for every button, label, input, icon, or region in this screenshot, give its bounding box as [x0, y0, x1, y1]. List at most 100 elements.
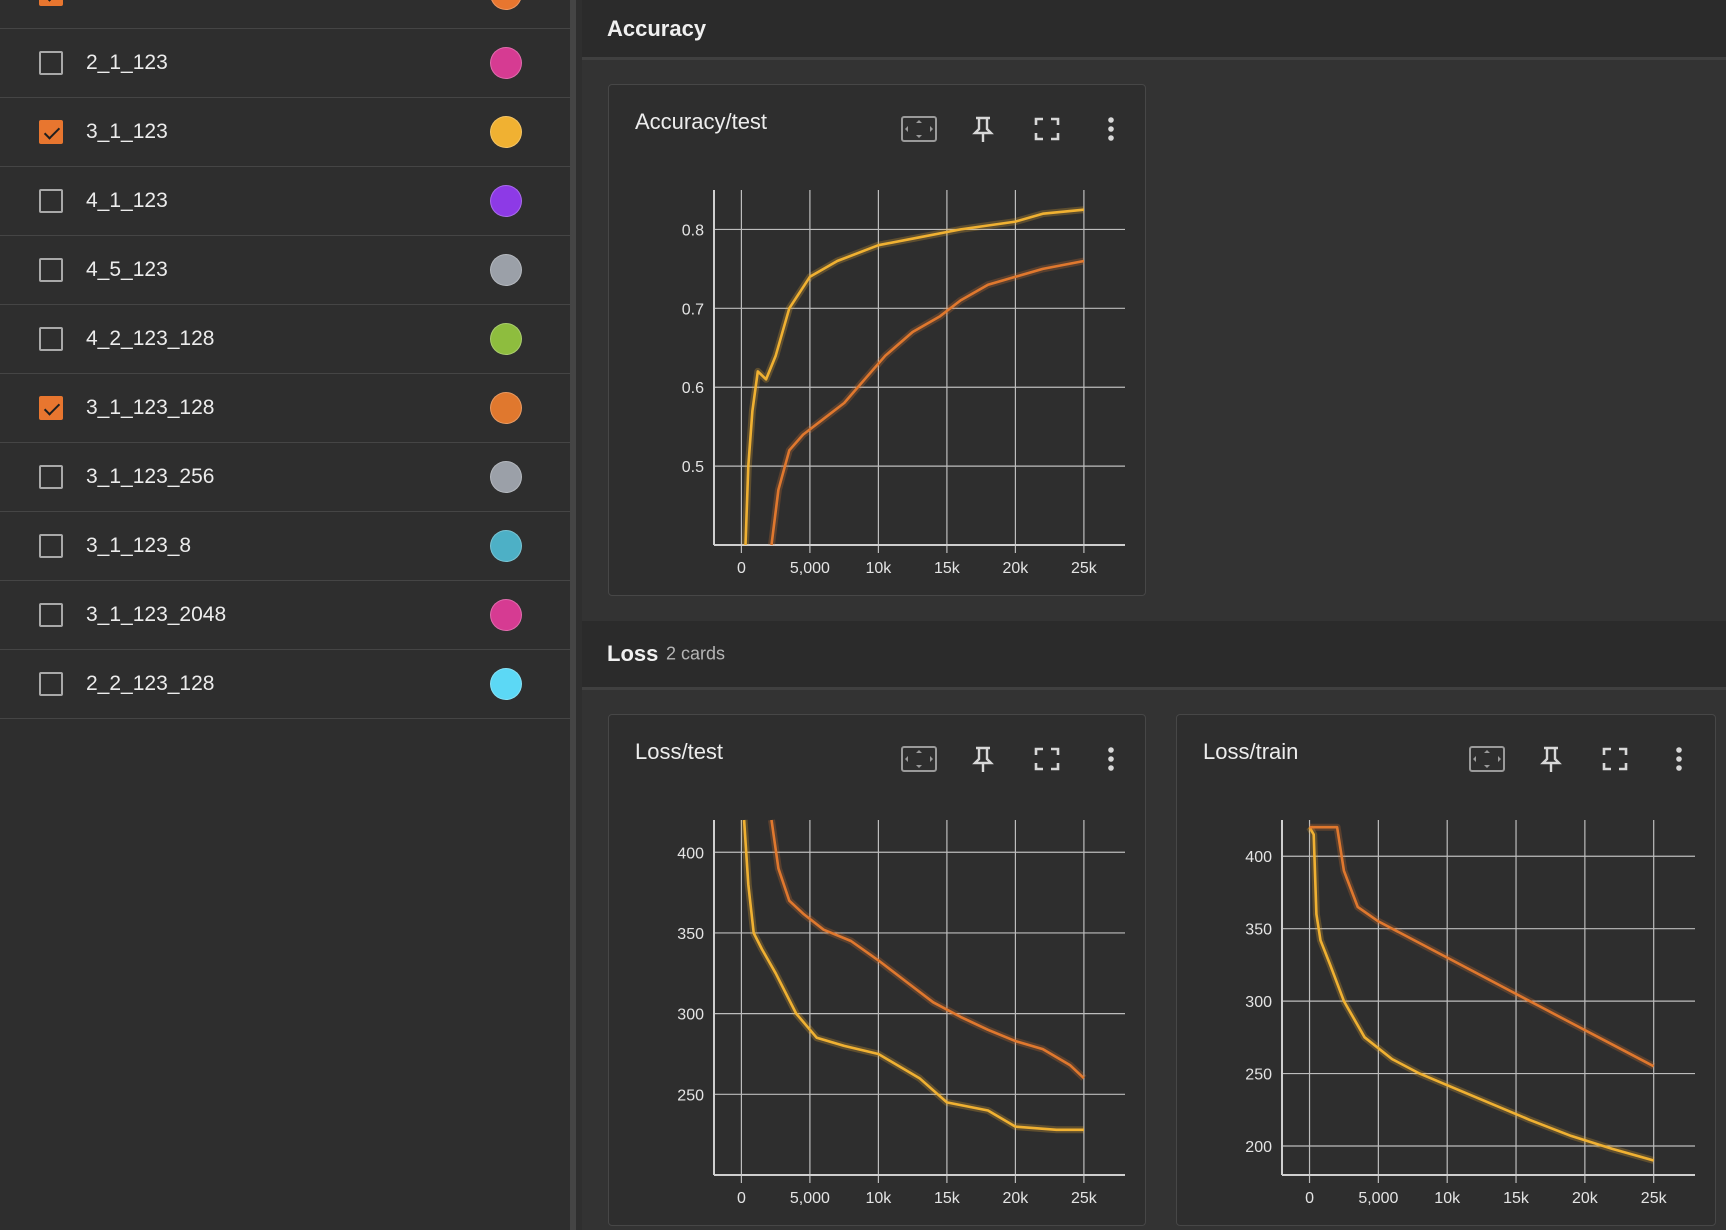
fit-domain-icon[interactable] — [899, 741, 939, 777]
section-card-count: 2 cards — [666, 643, 726, 664]
fullscreen-icon[interactable] — [1027, 111, 1067, 147]
run-checkbox[interactable] — [39, 0, 63, 6]
run-checkbox[interactable] — [39, 189, 63, 213]
run-color-swatch[interactable] — [490, 0, 522, 10]
run-row[interactable]: 3_1_123_256 — [0, 443, 576, 512]
section-title-accuracy: Accuracy — [607, 15, 707, 41]
x-tick-label: 0 — [737, 560, 746, 577]
run-checkbox[interactable] — [39, 120, 63, 144]
card-title: Accuracy/test — [635, 109, 768, 134]
pin-icon[interactable] — [1531, 741, 1571, 777]
chart-loss-test: 250 300 350 400 0 5,000 10k 15k 20k 25k — [677, 819, 1125, 1207]
x-tick-label: 20k — [1003, 560, 1030, 577]
y-tick-label: 250 — [1245, 1067, 1272, 1084]
card-title: Loss/train — [1203, 739, 1299, 764]
x-tick-label: 0 — [737, 1190, 746, 1207]
section-header-loss[interactable]: Loss 2 cards — [582, 621, 1726, 690]
chart-grid — [714, 190, 1125, 553]
run-label: 3_1_123_8 — [86, 534, 192, 557]
pin-icon[interactable] — [963, 741, 1003, 777]
run-row[interactable]: 3_1_123_2048 — [0, 581, 576, 650]
run-checkbox[interactable] — [39, 327, 63, 351]
run-color-swatch[interactable] — [490, 530, 522, 562]
x-tick-label: 15k — [934, 560, 961, 577]
fullscreen-icon[interactable] — [1027, 741, 1067, 777]
run-label: 3_1_123_2048 — [86, 603, 227, 626]
run-color-swatch[interactable] — [490, 599, 522, 631]
run-label: 4_2_123_128 — [86, 327, 215, 350]
section-body-loss: Loss/test 250 300 350 400 0 5,000 10k 15k 20k 25k… — [582, 690, 1726, 1230]
run-row[interactable]: 4_1_123 — [0, 167, 576, 236]
run-checkbox[interactable] — [39, 534, 63, 558]
run-row[interactable]: 4_2_123_128 — [0, 305, 576, 374]
pin-icon[interactable] — [963, 111, 1003, 147]
run-row[interactable]: 3_1_123_128 — [0, 374, 576, 443]
run-checkbox[interactable] — [39, 672, 63, 696]
run-color-swatch[interactable] — [490, 185, 522, 217]
run-color-swatch[interactable] — [490, 116, 522, 148]
run-row[interactable]: 2_1_123 — [0, 29, 576, 98]
x-tick-label: 20k — [1003, 1190, 1030, 1207]
run-color-swatch[interactable] — [490, 254, 522, 286]
x-tick-label: 5,000 — [790, 1190, 830, 1207]
run-color-swatch[interactable] — [490, 392, 522, 424]
fit-domain-icon[interactable] — [1467, 741, 1507, 777]
y-tick-label: 0.5 — [682, 459, 704, 476]
chart-loss-train: 200 250 300 350 400 0 5,000 10k 15k 20k 25k — [1245, 820, 1695, 1207]
run-color-swatch[interactable] — [490, 323, 522, 355]
chart-grid — [714, 820, 1125, 1183]
series-halo — [1306, 825, 1655, 1164]
y-tick-label: 300 — [1245, 994, 1272, 1011]
y-tick-label: 250 — [677, 1087, 704, 1104]
y-tick-label: 0.7 — [682, 301, 704, 318]
run-label: 3_1_123_256 — [86, 465, 215, 488]
series-halo — [768, 257, 1085, 546]
run-label: 4_1_123 — [86, 189, 168, 212]
series-line[interactable] — [742, 819, 1084, 1132]
run-checkbox[interactable] — [39, 51, 63, 75]
fit-domain-icon[interactable] — [899, 111, 939, 147]
runs-sidebar: 2_1_123 3_1_123 4_1_123 4_5_123 4_2_123_128 3… — [0, 0, 576, 1230]
chart-accuracy-test: 0.5 0.6 0.7 0.8 0 5,000 10k 15k 20k 25k — [682, 190, 1125, 577]
more-vert-icon[interactable] — [1091, 741, 1131, 777]
run-row[interactable]: 3_1_123_8 — [0, 512, 576, 581]
card-title: Loss/test — [635, 739, 724, 764]
card-accuracy-test: Accuracy/test 0.5 0.6 0.7 0.8 0 5,000 10k 15k 20… — [608, 84, 1146, 596]
y-tick-label: 0.8 — [682, 222, 704, 239]
series-line[interactable] — [770, 819, 1085, 1080]
series-line[interactable] — [770, 259, 1085, 546]
series-line[interactable] — [1308, 826, 1655, 1162]
x-tick-label: 25k — [1071, 560, 1098, 577]
run-color-swatch[interactable] — [490, 47, 522, 79]
section-title-loss: Loss — [607, 641, 659, 666]
card-loss-train: Loss/train 200 250 300 350 400 0 5,000 10k 15k 20… — [1176, 714, 1716, 1226]
run-label: 3_1_123 — [86, 120, 168, 143]
run-row[interactable] — [0, 0, 576, 29]
y-tick-label: 400 — [677, 845, 704, 862]
series-halo — [742, 206, 1085, 546]
run-color-swatch[interactable] — [490, 668, 522, 700]
series-line[interactable] — [744, 208, 1085, 546]
run-row[interactable]: 4_5_123 — [0, 236, 576, 305]
run-color-swatch[interactable] — [490, 461, 522, 493]
run-checkbox[interactable] — [39, 258, 63, 282]
run-label: 2_1_123 — [86, 51, 168, 74]
x-tick-label: 0 — [1305, 1190, 1314, 1207]
section-header-accuracy[interactable]: Accuracy — [582, 0, 1726, 60]
more-vert-icon[interactable] — [1659, 741, 1699, 777]
section-body-accuracy: Accuracy/test 0.5 0.6 0.7 0.8 0 5,000 10k 15k 20… — [582, 60, 1726, 621]
run-row[interactable]: 3_1_123 — [0, 98, 576, 167]
run-row[interactable]: 2_2_123_128 — [0, 650, 576, 719]
more-vert-icon[interactable] — [1091, 111, 1131, 147]
fullscreen-icon[interactable] — [1595, 741, 1635, 777]
x-tick-label: 5,000 — [790, 560, 830, 577]
run-label: 3_1_123_128 — [86, 396, 215, 419]
x-tick-label: 5,000 — [1358, 1190, 1398, 1207]
series-line[interactable] — [1309, 825, 1655, 1068]
chart-grid — [1282, 820, 1695, 1183]
run-checkbox[interactable] — [39, 396, 63, 420]
y-tick-label: 350 — [1245, 922, 1272, 939]
run-checkbox[interactable] — [39, 603, 63, 627]
x-tick-label: 10k — [866, 1190, 893, 1207]
run-checkbox[interactable] — [39, 465, 63, 489]
